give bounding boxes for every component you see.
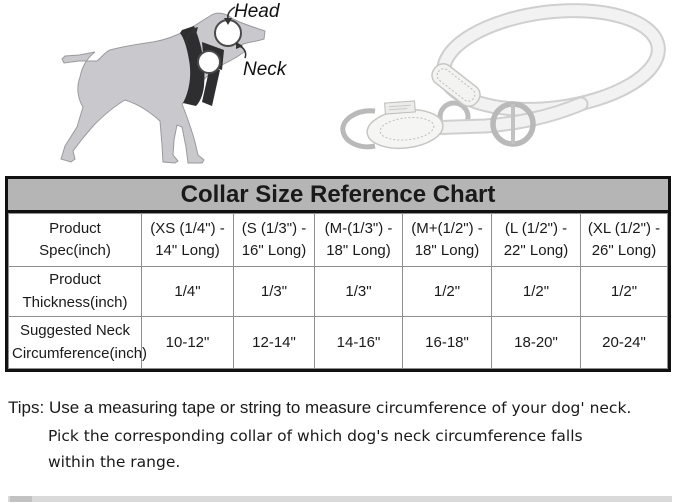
table-cell: 14-16" — [314, 316, 403, 369]
collar-d-ring — [340, 108, 376, 150]
table-cell: 1/2" — [580, 266, 668, 317]
table-cell: 1/3" — [233, 266, 315, 317]
next-section-divider — [8, 496, 672, 502]
head-label: Head — [234, 1, 280, 22]
table-cell: 1/4" — [141, 266, 234, 317]
harness-girth-strap — [202, 66, 220, 106]
table-row: Product Spec(inch) (XS (1/4") - 14" Long… — [8, 213, 668, 267]
tips-line1-normal: Use a measuring tape or string to measur… — [48, 398, 372, 417]
tips-line1-emphasis: circumference of your dog' neck. — [375, 399, 632, 417]
size-table: Collar Size Reference Chart Product Spec… — [5, 176, 671, 372]
table-cell: 1/3" — [314, 266, 403, 317]
tips-text: Tips: Use a measuring tape or string to … — [8, 398, 676, 471]
dog-measurement-illustration — [60, 6, 266, 164]
table-row: Product Thickness(inch) 1/4" 1/3" 1/3" 1… — [8, 266, 668, 317]
rope-collar-photo — [340, 3, 666, 150]
collar-brand-tag — [384, 100, 416, 115]
skull-curve-arrow-icon — [185, 27, 198, 46]
divider-chip — [10, 496, 32, 502]
harness-chest-strap — [180, 26, 205, 106]
tips-line1: Tips: Use a measuring tape or string to … — [8, 398, 676, 418]
table-cell: (XS (1/4") - 14" Long) — [141, 213, 234, 267]
table-cell: 20-24" — [580, 316, 668, 369]
row-header: Product Spec(inch) — [8, 213, 142, 267]
neck-measure-point — [197, 50, 221, 74]
neck-label: Neck — [243, 59, 287, 80]
table-cell: (S (1/3") - 16" Long) — [233, 213, 315, 267]
size-table-grid: Product Spec(inch) (XS (1/4") - 14" Long… — [8, 213, 668, 369]
tips-line2: Pick the corresponding collar of which d… — [48, 427, 583, 445]
table-cell: 1/2" — [402, 266, 492, 317]
table-cell: (M+(1/2") - 18" Long) — [402, 213, 492, 267]
collar-slider-ring — [490, 101, 536, 147]
table-title: Collar Size Reference Chart — [8, 179, 668, 213]
table-cell: 12-14" — [233, 316, 315, 369]
table-cell: 10-12" — [141, 316, 234, 369]
tips-line3: within the range. — [48, 453, 181, 471]
table-row: Suggested Neck Circumference(inch) 10-12… — [8, 316, 668, 369]
table-cell: 1/2" — [491, 266, 581, 317]
collar-leather-sleeve — [431, 62, 481, 108]
table-cell: (L (1/2") - 22" Long) — [491, 213, 581, 267]
tips-prefix: Tips: — [8, 398, 45, 417]
table-cell: 16-18" — [402, 316, 492, 369]
table-cell: 18-20" — [491, 316, 581, 369]
neck-curve-arrow-icon — [236, 42, 247, 59]
row-header: Product Thickness(inch) — [8, 266, 142, 317]
head-arrow-icon — [224, 6, 236, 25]
table-cell: (XL (1/2") - 26" Long) — [580, 213, 668, 267]
row-header: Suggested Neck Circumference(inch) — [8, 316, 147, 369]
table-cell: (M-(1/3") - 18" Long) — [314, 213, 403, 267]
